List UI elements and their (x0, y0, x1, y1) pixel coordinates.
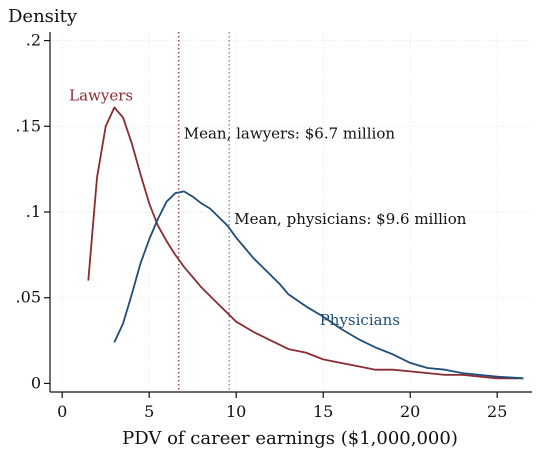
x-tick-label: 25 (487, 402, 507, 421)
x-tick-label: 20 (400, 402, 420, 421)
x-tick-label: 5 (144, 402, 154, 421)
x-tick-label: 0 (57, 402, 67, 421)
mean-label-1: Mean, physicians: $9.6 million (234, 210, 467, 228)
series-label-lawyers: Lawyers (69, 87, 133, 105)
x-axis-title: PDV of career earnings ($1,000,000) (122, 428, 458, 449)
series-lines (87, 106, 524, 380)
labels: Density PDV of career earnings ($1,000,0… (8, 6, 467, 449)
y-tick-label: .2 (26, 31, 41, 50)
x-tick-label: 15 (313, 402, 333, 421)
series-line-physicians (113, 190, 524, 380)
x-tick-label: 10 (226, 402, 246, 421)
ticks: 0 .05 .1 .15 .2 0 5 10 15 20 25 (16, 31, 508, 421)
grid (50, 32, 532, 392)
y-tick-label: .15 (16, 116, 41, 135)
series-label-physicians: Physicians (320, 311, 400, 329)
y-axis-title: Density (8, 6, 78, 27)
y-tick-label: .05 (16, 288, 41, 307)
series-line-lawyers (87, 106, 524, 380)
mean-lines (178, 32, 230, 392)
y-tick-label: .1 (26, 202, 41, 221)
y-tick-label: 0 (31, 373, 41, 392)
mean-label-0: Mean, lawyers: $6.7 million (184, 124, 396, 142)
